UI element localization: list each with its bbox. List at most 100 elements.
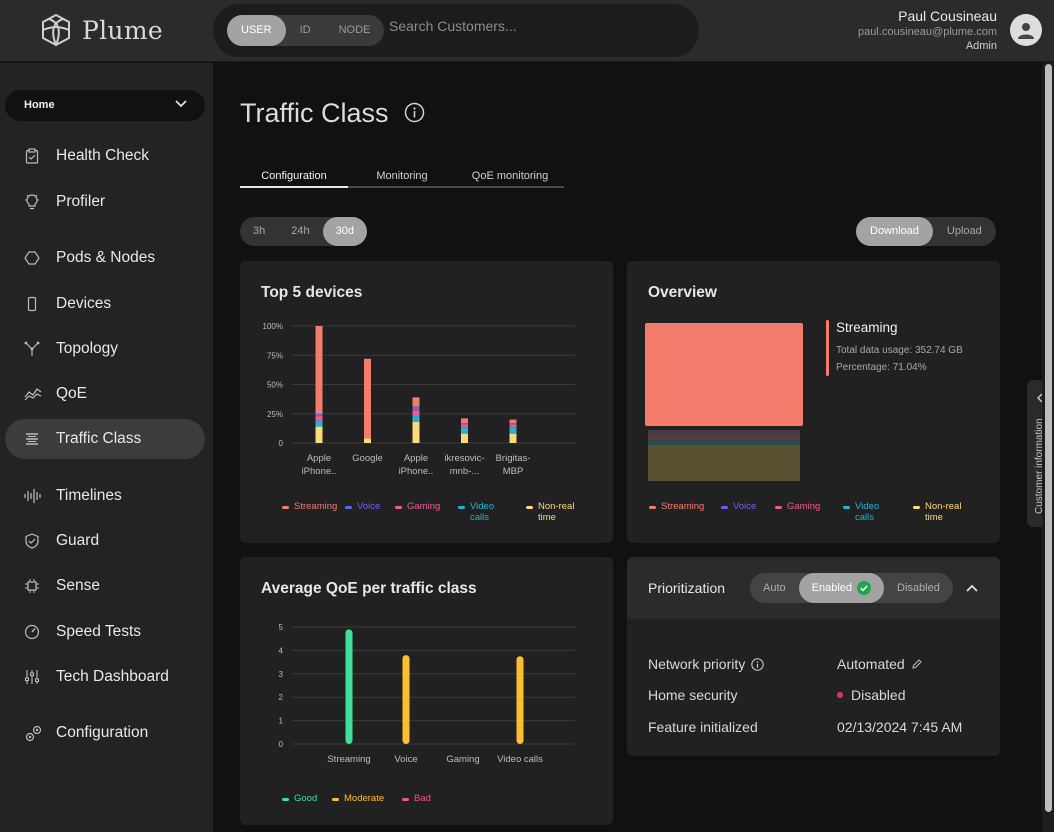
x-tick-label: Apple xyxy=(404,453,428,464)
sidebar-item-timelines[interactable]: Timelines xyxy=(5,476,205,516)
prioritization-option-auto[interactable]: Auto xyxy=(763,582,786,594)
sidebar-item-label: Timelines xyxy=(56,487,122,504)
location-select[interactable]: Home xyxy=(5,90,205,121)
search-bar: USER ID NODE xyxy=(213,4,699,57)
sidebar-item-topology[interactable]: Topology xyxy=(5,329,205,369)
legend-item-moderate[interactable]: Moderate xyxy=(332,793,402,804)
sidebar-item-health-check[interactable]: Health Check xyxy=(5,136,205,176)
bar-segment xyxy=(412,416,420,422)
y-tick-label: 0 xyxy=(279,439,284,448)
top-devices-legend: Streaming Voice Gaming Video calls Non-r… xyxy=(282,501,586,523)
sidebar-item-sense[interactable]: Sense xyxy=(5,566,205,606)
legend-item-gaming[interactable]: Gaming xyxy=(395,501,458,523)
network-priority-value: Automated xyxy=(837,656,923,672)
time-range-3h[interactable]: 3h xyxy=(253,225,266,237)
sidebar-item-profiler[interactable]: Profiler xyxy=(5,182,205,222)
treemap-streaming[interactable] xyxy=(645,323,803,426)
avatar[interactable] xyxy=(1010,14,1042,46)
overview-selected-bar xyxy=(826,320,829,376)
legend-item-voice[interactable]: Voice xyxy=(345,501,395,523)
gears-icon xyxy=(25,725,42,742)
legend-item-non-real-time[interactable]: Non-real time xyxy=(526,501,586,523)
legend-item-bad[interactable]: Bad xyxy=(402,793,442,804)
legend-item-voice[interactable]: Voice xyxy=(721,501,775,523)
treemap-gaming[interactable] xyxy=(648,435,800,440)
bar-segment xyxy=(315,426,323,443)
overview-legend: Streaming Voice Gaming Video calls Non-r… xyxy=(649,501,973,523)
bar-segment xyxy=(412,421,420,443)
direction-upload[interactable]: Upload xyxy=(946,225,982,237)
legend-item-streaming[interactable]: Streaming xyxy=(649,501,721,523)
legend-item-good[interactable]: Good xyxy=(282,793,332,804)
bar-segment xyxy=(412,410,420,417)
time-range-24h[interactable]: 24h xyxy=(291,225,310,237)
prioritization-option-enabled[interactable]: Enabled xyxy=(798,573,885,603)
x-tick-label: Voice xyxy=(394,754,417,765)
treemap-non-real-time[interactable] xyxy=(648,445,800,481)
info-icon[interactable] xyxy=(751,657,764,671)
bar-segment xyxy=(315,416,323,421)
bar xyxy=(516,656,524,744)
bar-segment xyxy=(364,358,371,439)
time-range-30d[interactable]: 30d xyxy=(322,217,367,246)
sidebar-item-qoe[interactable]: QoE xyxy=(5,374,205,414)
overview-percentage: Percentage: 71.04% xyxy=(836,362,927,373)
legend-item-non-real-time[interactable]: Non-real time xyxy=(913,501,973,523)
search-mode-id[interactable]: ID xyxy=(299,24,311,36)
page-title: Traffic Class xyxy=(240,98,389,128)
tab-monitoring[interactable]: Monitoring xyxy=(376,170,428,182)
edit-pencil-icon[interactable] xyxy=(911,658,923,670)
direction-download[interactable]: Download xyxy=(856,217,933,246)
tab-configuration[interactable]: Configuration xyxy=(240,170,348,188)
legend-item-video-calls[interactable]: Video calls xyxy=(843,501,913,523)
tab-qoe-monitoring[interactable]: QoE monitoring xyxy=(471,170,549,182)
sidebar-item-label: QoE xyxy=(56,385,88,402)
search-input[interactable] xyxy=(389,18,689,34)
treemap-voice[interactable] xyxy=(648,430,800,435)
overview-card: Overview Streaming Total data usage: 352… xyxy=(627,261,1000,543)
sidebar-item-speed-tests[interactable]: Speed Tests xyxy=(5,612,205,652)
status-dot-red xyxy=(837,692,843,698)
bar-segment xyxy=(315,326,323,414)
plume-logo[interactable]: Plume xyxy=(38,12,163,48)
treemap-video-calls[interactable] xyxy=(648,440,800,445)
top-devices-card: Top 5 devices 0 25% 50% 75% 100% Apple iPhone.… xyxy=(240,261,613,543)
overview-total-usage: Total data usage: 352.74 GB xyxy=(836,345,963,356)
x-tick-label: Streaming xyxy=(327,754,370,765)
prioritization-label: Prioritization xyxy=(648,580,726,596)
chevron-up-icon[interactable] xyxy=(966,584,978,592)
legend-item-gaming[interactable]: Gaming xyxy=(775,501,843,523)
y-tick-label: 4 xyxy=(279,646,284,655)
sidebar-item-label: Profiler xyxy=(56,193,106,210)
network-priority-label: Network priority xyxy=(648,656,764,672)
sidebar-item-configuration[interactable]: Configuration xyxy=(5,713,205,753)
info-icon[interactable] xyxy=(404,102,425,123)
bar xyxy=(345,629,353,744)
bar-segment xyxy=(412,406,420,411)
qoe-icon xyxy=(24,388,42,401)
sidebar-item-pods-nodes[interactable]: Pods & Nodes xyxy=(5,238,205,278)
sidebar-item-tech-dashboard[interactable]: Tech Dashboard xyxy=(5,657,205,697)
qoe-title: Average QoE per traffic class xyxy=(261,580,477,597)
x-tick-label: Apple xyxy=(307,453,331,464)
y-tick-label: 1 xyxy=(279,717,284,726)
x-tick-label: iPhone.. xyxy=(302,466,337,477)
sidebar-item-traffic-class[interactable]: Traffic Class xyxy=(5,419,205,459)
sidebar-item-label: Configuration xyxy=(56,724,149,741)
prioritization-option-disabled[interactable]: Disabled xyxy=(897,582,940,594)
scrollbar-thumb[interactable] xyxy=(1045,64,1052,812)
sidebar-item-guard[interactable]: Guard xyxy=(5,521,205,561)
bar-segment xyxy=(315,413,323,417)
legend-item-streaming[interactable]: Streaming xyxy=(282,501,345,523)
x-tick-label: Gaming xyxy=(446,754,479,765)
bar-segment xyxy=(364,438,371,443)
location-select-value: Home xyxy=(24,99,55,111)
search-mode-user[interactable]: USER xyxy=(227,15,286,46)
search-mode-node[interactable]: NODE xyxy=(338,24,371,36)
plume-logo-icon xyxy=(42,13,70,47)
clipboard-icon xyxy=(25,148,39,164)
overview-title: Overview xyxy=(648,284,717,301)
sidebar-item-devices[interactable]: Devices xyxy=(5,284,205,324)
legend-item-video-calls[interactable]: Video calls xyxy=(458,501,526,523)
bar-segment xyxy=(315,420,323,427)
